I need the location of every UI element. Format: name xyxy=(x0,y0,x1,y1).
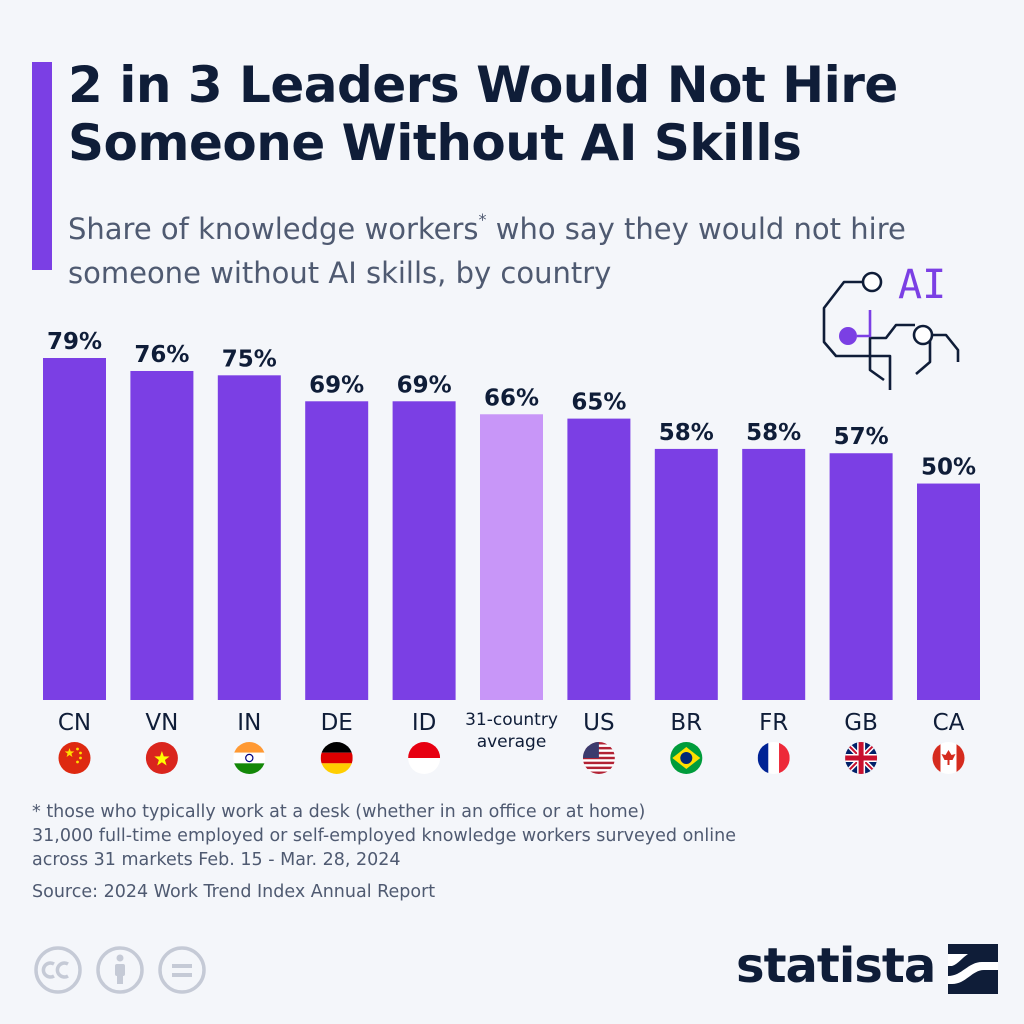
value-label-de: 69% xyxy=(309,372,364,398)
category-label-de: DE xyxy=(321,710,353,736)
value-label-br: 58% xyxy=(659,420,714,446)
vietnam-flag-icon xyxy=(145,742,178,774)
subtitle-footnote-mark: * xyxy=(478,210,487,229)
bar-chart: 79% 76% 75% 69% 69% 66% 65% 58% 58% 57% 50% CN VN IN… xyxy=(43,329,980,774)
china-flag-icon xyxy=(58,742,91,774)
chart-subtitle: Share of knowledge workers* who say they… xyxy=(68,198,948,295)
indonesia-flag-icon xyxy=(408,742,441,774)
source-note: Source: 2024 Work Trend Index Annual Rep… xyxy=(32,882,436,902)
category-label-vn: VN xyxy=(145,710,178,736)
chart-title: 2 in 3 Leaders Would Not Hire Someone Wi… xyxy=(68,56,898,172)
category-label-us: US xyxy=(583,710,614,736)
value-label-31-country-average: 66% xyxy=(484,385,539,411)
category-label-br: BR xyxy=(670,710,702,736)
value-label-gb: 57% xyxy=(834,424,889,450)
footnote-definition: * those who typically work at a desk (wh… xyxy=(32,802,646,822)
brazil-flag-icon xyxy=(670,742,703,774)
bar-31-country-average xyxy=(480,414,543,700)
bar-vn xyxy=(130,370,194,700)
value-label-id: 69% xyxy=(397,372,452,398)
value-label-cn: 79% xyxy=(47,329,102,355)
ai-icon-label: AI xyxy=(898,262,946,308)
statista-logo[interactable]: statista xyxy=(736,936,998,996)
bar-gb xyxy=(829,453,893,700)
category-label-gb: GB xyxy=(844,710,878,736)
usa-flag-icon xyxy=(582,742,615,774)
ai-circuit-icon: AI xyxy=(822,262,960,390)
attribution-icon[interactable] xyxy=(96,946,144,994)
subtitle-text-start: Share of knowledge workers xyxy=(68,212,479,246)
value-label-ca: 50% xyxy=(921,455,976,481)
bar-fr xyxy=(742,448,806,700)
footnote-period: across 31 markets Feb. 15 - Mar. 28, 202… xyxy=(32,850,401,870)
value-label-us: 65% xyxy=(571,390,626,416)
category-label-fr: FR xyxy=(759,710,788,736)
value-label-fr: 58% xyxy=(746,420,801,446)
license-icons xyxy=(34,946,206,994)
statista-wordmark: statista xyxy=(736,938,936,994)
category-label-id: ID xyxy=(412,710,437,736)
category-label-cn: CN xyxy=(58,710,91,736)
category-label-ca: CA xyxy=(933,710,965,736)
footnote-sample: 31,000 full-time employed or self-employ… xyxy=(32,826,736,846)
category-label-in: IN xyxy=(237,710,261,736)
no-derivatives-icon[interactable] xyxy=(158,946,206,994)
uk-flag-icon xyxy=(845,742,878,774)
category-label-31-country-average: 31-country average xyxy=(465,710,558,752)
bar-ca xyxy=(917,483,980,700)
value-label-vn: 76% xyxy=(134,342,189,368)
cc-icon[interactable] xyxy=(34,946,82,994)
india-flag-icon xyxy=(233,742,266,774)
title-accent-bar xyxy=(32,62,52,270)
france-flag-icon xyxy=(757,742,790,774)
bar-cn xyxy=(43,358,106,700)
germany-flag-icon xyxy=(320,742,353,774)
subtitle-text-end: who say they would not hire someone with… xyxy=(68,212,906,290)
bar-id xyxy=(392,401,456,700)
value-label-in: 75% xyxy=(222,346,277,372)
bar-in xyxy=(217,375,281,700)
statista-mark-icon xyxy=(948,944,998,994)
bar-us xyxy=(567,418,631,700)
canada-flag-icon xyxy=(932,742,965,774)
bar-de xyxy=(305,401,369,700)
footnotes: * those who typically work at a desk (wh… xyxy=(32,800,932,904)
bar-br xyxy=(654,448,718,700)
